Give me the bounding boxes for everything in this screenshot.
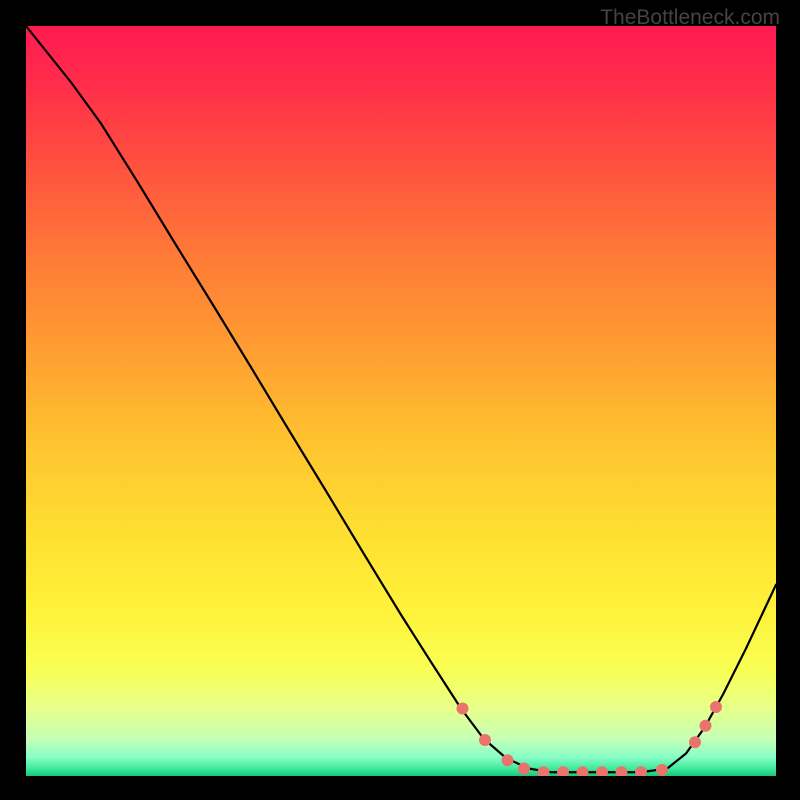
data-marker	[616, 767, 627, 776]
data-marker	[558, 767, 569, 776]
bottleneck-curve	[26, 26, 776, 772]
data-marker	[657, 765, 668, 776]
marker-group	[457, 702, 722, 777]
data-marker	[457, 703, 468, 714]
data-marker	[480, 735, 491, 746]
data-marker	[538, 767, 549, 776]
data-marker	[502, 755, 513, 766]
data-marker	[690, 737, 701, 748]
watermark-text: TheBottleneck.com	[600, 6, 780, 30]
data-marker	[597, 767, 608, 776]
data-marker	[636, 767, 647, 776]
data-marker	[577, 767, 588, 776]
data-marker	[519, 763, 530, 774]
curve-layer	[26, 26, 776, 776]
data-marker	[700, 720, 711, 731]
plot-area	[26, 26, 776, 776]
data-marker	[711, 702, 722, 713]
